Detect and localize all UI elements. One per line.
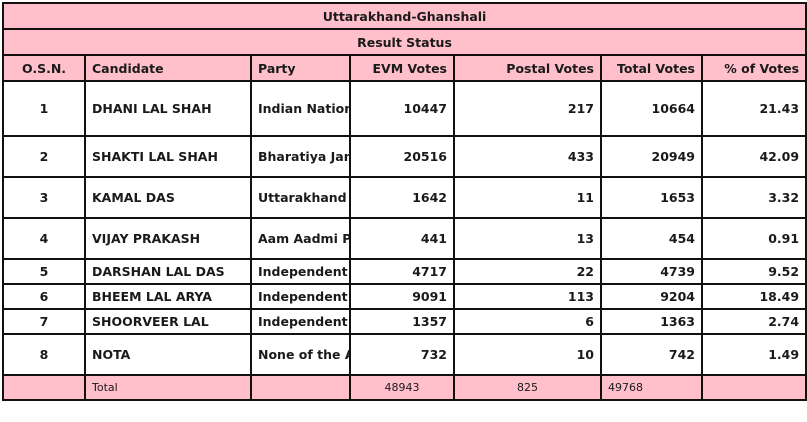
cell-total-votes: 10664 (600, 80, 703, 137)
column-header-total-votes: Total Votes (600, 54, 703, 82)
table-row: 1 DHANI LAL SHAH Indian National Congres… (2, 80, 807, 137)
cell-total-votes: 742 (600, 333, 703, 376)
cell-total-votes: 9204 (600, 283, 703, 310)
cell-party: Independent (250, 308, 351, 335)
table-title: Uttarakhand-Ghanshali (1, 2, 807, 30)
table-row: 3 KAMAL DAS Uttarakhand Kranti Dal 1642 … (2, 176, 807, 219)
cell-total-votes: 454 (600, 217, 703, 260)
cell-osn: 7 (2, 308, 86, 335)
cell-party: Independent (250, 258, 351, 285)
cell-evm-votes: 4717 (349, 258, 455, 285)
table-row: 2 SHAKTI LAL SHAH Bharatiya Janata Party… (2, 135, 807, 178)
cell-evm-votes: 732 (349, 333, 455, 376)
cell-party: Independent (250, 283, 351, 310)
cell-candidate: BHEEM LAL ARYA (84, 283, 252, 310)
cell-postal-votes: 217 (453, 80, 602, 137)
cell-total-votes: 1363 (600, 308, 703, 335)
cell-evm-votes: 1642 (349, 176, 455, 219)
cell-postal-votes: 13 (453, 217, 602, 260)
cell-candidate: DHANI LAL SHAH (84, 80, 252, 137)
cell-candidate: NOTA (84, 333, 252, 376)
column-header-row: O.S.N. Candidate Party EVM Votes Postal … (2, 54, 807, 82)
cell-candidate: SHAKTI LAL SHAH (84, 135, 252, 178)
totals-total-votes: 49768 (600, 374, 703, 401)
cell-postal-votes: 10 (453, 333, 602, 376)
cell-postal-votes: 433 (453, 135, 602, 178)
totals-percent-votes (700, 374, 807, 401)
cell-postal-votes: 6 (453, 308, 602, 335)
cell-osn: 6 (2, 283, 86, 310)
cell-percent-votes: 3.32 (700, 176, 807, 219)
cell-osn: 1 (2, 80, 86, 137)
cell-candidate: KAMAL DAS (84, 176, 252, 219)
cell-evm-votes: 441 (349, 217, 455, 260)
cell-candidate: VIJAY PRAKASH (84, 217, 252, 260)
column-header-candidate: Candidate (84, 54, 252, 82)
totals-label: Total (84, 374, 252, 401)
table-row: 7 SHOORVEER LAL Independent 1357 6 1363 … (2, 308, 807, 335)
cell-total-votes: 20949 (600, 135, 703, 178)
column-header-percent-votes: % of Votes (700, 54, 807, 82)
cell-evm-votes: 9091 (349, 283, 455, 310)
cell-osn: 4 (2, 217, 86, 260)
election-results-table: Uttarakhand-Ghanshali Result Status O.S.… (1, 2, 807, 401)
totals-cell-party (250, 374, 351, 401)
title-row: Uttarakhand-Ghanshali (1, 2, 807, 30)
cell-osn: 5 (2, 258, 86, 285)
cell-percent-votes: 21.43 (700, 80, 807, 137)
cell-total-votes: 1653 (600, 176, 703, 219)
cell-party: Indian National Congress (250, 80, 351, 137)
cell-percent-votes: 9.52 (700, 258, 807, 285)
cell-evm-votes: 20516 (349, 135, 455, 178)
totals-evm-votes: 48943 (349, 374, 455, 401)
cell-percent-votes: 0.91 (700, 217, 807, 260)
column-header-party: Party (250, 54, 351, 82)
cell-candidate: SHOORVEER LAL (84, 308, 252, 335)
column-header-evm-votes: EVM Votes (349, 54, 455, 82)
table-row: 8 NOTA None of the Above 732 10 742 1.49 (2, 333, 807, 376)
table-row: 5 DARSHAN LAL DAS Independent 4717 22 47… (2, 258, 807, 285)
cell-postal-votes: 113 (453, 283, 602, 310)
table-row: 4 VIJAY PRAKASH Aam Aadmi Party 441 13 4… (2, 217, 807, 260)
cell-postal-votes: 22 (453, 258, 602, 285)
cell-postal-votes: 11 (453, 176, 602, 219)
cell-percent-votes: 2.74 (700, 308, 807, 335)
cell-party: Uttarakhand Kranti Dal (250, 176, 351, 219)
totals-cell-osn (2, 374, 86, 401)
totals-postal-votes: 825 (453, 374, 602, 401)
cell-osn: 8 (2, 333, 86, 376)
cell-osn: 2 (2, 135, 86, 178)
totals-row: Total 48943 825 49768 (2, 374, 807, 401)
cell-percent-votes: 1.49 (700, 333, 807, 376)
cell-party: Bharatiya Janata Party (250, 135, 351, 178)
column-header-osn: O.S.N. (2, 54, 86, 82)
table-subtitle: Result Status (1, 28, 807, 56)
cell-percent-votes: 42.09 (700, 135, 807, 178)
column-header-postal-votes: Postal Votes (453, 54, 602, 82)
cell-candidate: DARSHAN LAL DAS (84, 258, 252, 285)
table-row: 6 BHEEM LAL ARYA Independent 9091 113 92… (2, 283, 807, 310)
cell-party: Aam Aadmi Party (250, 217, 351, 260)
cell-osn: 3 (2, 176, 86, 219)
cell-total-votes: 4739 (600, 258, 703, 285)
cell-percent-votes: 18.49 (700, 283, 807, 310)
cell-party: None of the Above (250, 333, 351, 376)
subtitle-row: Result Status (1, 28, 807, 56)
cell-evm-votes: 10447 (349, 80, 455, 137)
cell-evm-votes: 1357 (349, 308, 455, 335)
